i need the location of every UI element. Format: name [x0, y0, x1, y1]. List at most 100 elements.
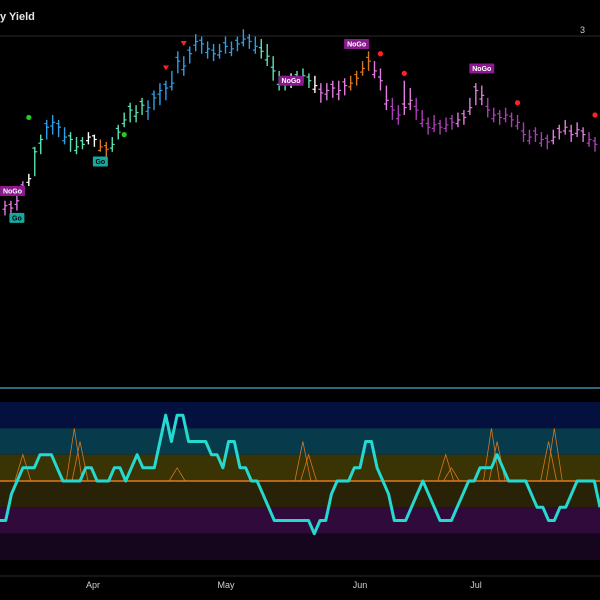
price-bar — [425, 117, 431, 135]
price-bar — [401, 80, 407, 115]
price-bar — [503, 107, 509, 123]
trend-badge: NoGo — [344, 38, 370, 49]
x-tick-label: Apr — [86, 580, 100, 590]
price-bar — [252, 36, 258, 54]
price-bar — [461, 110, 467, 125]
price-bar — [467, 97, 473, 115]
x-axis: Apr May Jun Jul — [0, 575, 600, 590]
price-bar — [527, 129, 532, 145]
price-bar — [175, 51, 181, 74]
oscillator-zone — [0, 428, 600, 455]
price-bar — [348, 75, 354, 91]
price-bar — [187, 46, 193, 64]
price-bar — [14, 193, 20, 211]
trend-badge-box — [9, 212, 25, 223]
price-bar — [491, 107, 497, 123]
price-bar — [211, 43, 216, 62]
price-bar — [509, 112, 514, 128]
trend-badge-label: NoGo — [3, 188, 22, 195]
price-bar — [151, 90, 157, 111]
oscillator-zone — [0, 402, 600, 429]
oscillator-spike — [65, 428, 83, 482]
price-bar — [336, 80, 342, 101]
signal-dot — [592, 112, 598, 118]
price-bar — [312, 75, 318, 93]
price-bar — [407, 88, 413, 111]
price-bar — [270, 56, 276, 81]
price-bar — [2, 200, 8, 216]
price-bar — [443, 117, 449, 133]
price-grid — [0, 35, 600, 389]
price-bar — [80, 137, 85, 150]
price-bar — [133, 105, 139, 123]
oscillator-spike — [168, 467, 186, 482]
price-bar — [306, 73, 312, 89]
price-bar — [157, 83, 163, 106]
price-bar — [580, 127, 586, 142]
price-bar — [169, 70, 175, 91]
oscillator-spike — [437, 453, 455, 482]
price-bar — [217, 43, 222, 59]
price-bar — [592, 137, 598, 152]
trend-badge-box — [0, 185, 25, 196]
price-bar — [574, 122, 580, 138]
trend-badge-box — [92, 156, 108, 167]
price-bar — [330, 80, 336, 98]
price-bar — [235, 36, 240, 52]
signal-dot — [121, 132, 127, 138]
price-bar — [354, 70, 360, 86]
signal-dot — [514, 100, 521, 106]
price-bar — [431, 115, 437, 133]
oscillator-line — [0, 413, 600, 536]
trend-badge: NoGo — [469, 63, 495, 74]
price-bar — [437, 119, 443, 135]
price-bar — [318, 83, 324, 103]
trend-badge-box — [344, 38, 370, 49]
trend-badge-label: NoGo — [282, 78, 301, 85]
oscillator-panel — [0, 402, 600, 560]
trend-badge-box — [278, 75, 304, 86]
price-bar — [38, 134, 44, 155]
price-bar — [258, 39, 264, 59]
price-bar — [550, 129, 556, 145]
price-bar — [163, 80, 169, 101]
price-bar — [127, 102, 133, 123]
price-bar — [264, 43, 270, 66]
x-tick-label: Jul — [470, 580, 482, 590]
price-bar — [586, 132, 592, 147]
x-tick-label: Jun — [353, 580, 368, 590]
price-markers — [26, 40, 598, 138]
price-bar — [372, 61, 377, 79]
signal-dot — [26, 114, 32, 121]
trend-badge: NoGo — [0, 185, 25, 196]
price-bar — [395, 105, 401, 125]
price-bar — [449, 115, 455, 130]
price-bar — [103, 141, 109, 157]
price-bar — [50, 115, 56, 135]
price-bar — [521, 122, 526, 142]
price-bar — [556, 124, 562, 140]
signal-down-arrow — [162, 65, 169, 71]
oscillator-spike — [540, 441, 557, 482]
price-bar — [497, 110, 503, 125]
price-bar — [32, 146, 38, 177]
price-bar — [533, 127, 538, 142]
price-bar — [68, 132, 73, 152]
price-bar — [568, 124, 574, 142]
trend-badge-label: Go — [12, 215, 22, 222]
oscillator-spike — [300, 453, 317, 482]
oscillator-spike — [14, 453, 32, 482]
price-bar — [229, 41, 234, 57]
price-bar — [378, 68, 383, 91]
price-bar — [240, 29, 246, 47]
oscillator-spike — [483, 428, 500, 482]
chart-title: y Yield — [0, 11, 35, 23]
price-bar — [360, 61, 365, 76]
price-bar — [86, 132, 91, 145]
oscillator-zone — [0, 533, 600, 560]
price-bar — [538, 132, 544, 147]
price-bar — [56, 119, 62, 138]
price-bar — [205, 41, 211, 59]
trend-badge-label: Go — [95, 159, 105, 166]
